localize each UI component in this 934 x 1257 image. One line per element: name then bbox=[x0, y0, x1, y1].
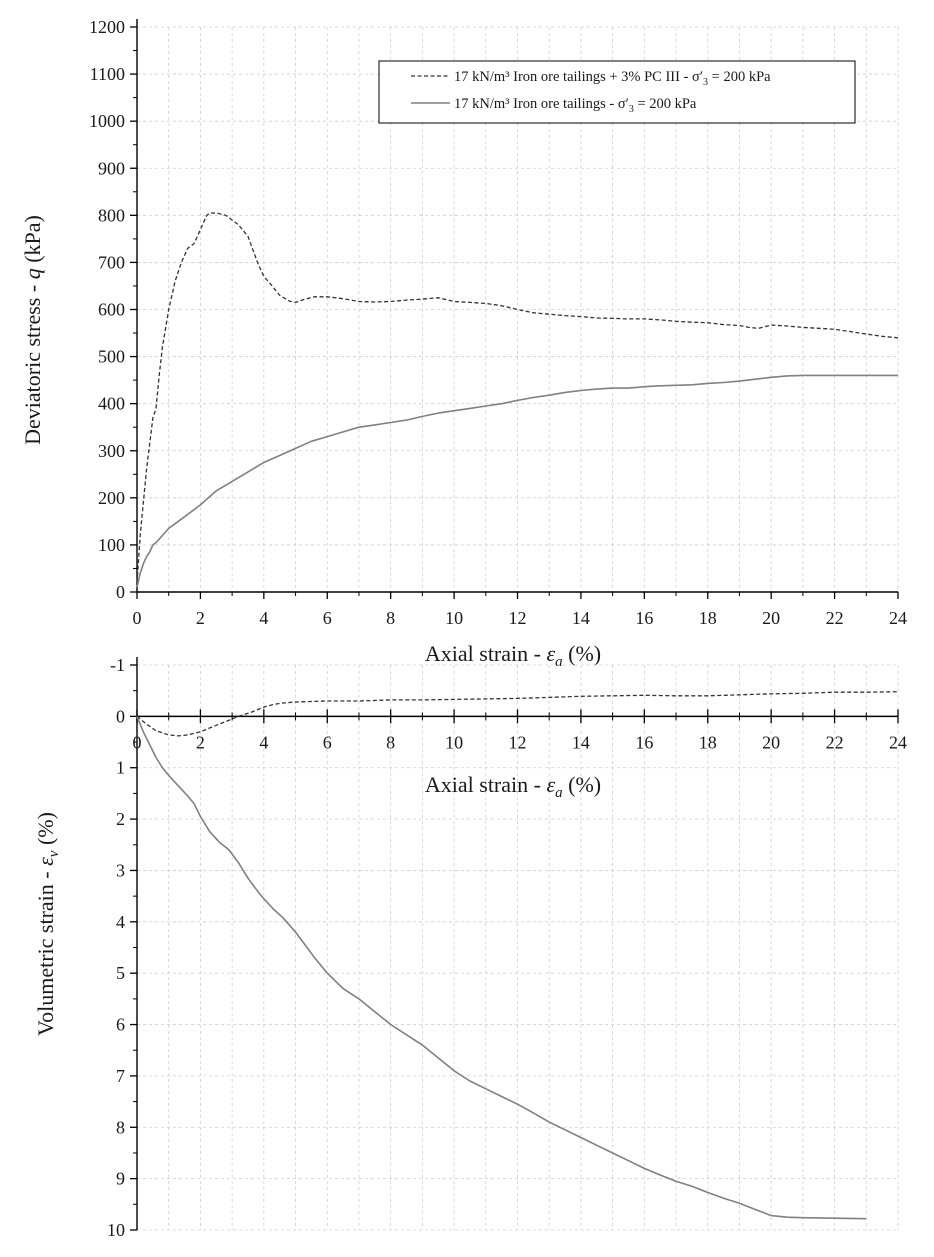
volumetric-x-tick-label: 16 bbox=[635, 732, 653, 752]
volumetric-x-tick-label: 18 bbox=[699, 732, 717, 752]
stress-y-tick-label: 1100 bbox=[90, 64, 125, 84]
stress-y-tick-label: 700 bbox=[98, 252, 125, 272]
stress-tick-labels: 0100200300400500600700800900100011001200… bbox=[89, 17, 907, 628]
stress-y-tick-label: 1200 bbox=[89, 17, 125, 37]
volumetric-y-tick-label: 0 bbox=[116, 706, 125, 726]
stress-x-tick-label: 22 bbox=[826, 608, 844, 628]
stress-x-tick-label: 6 bbox=[323, 608, 332, 628]
volumetric-x-tick-label: 12 bbox=[509, 732, 527, 752]
stress-y-tick-label: 900 bbox=[98, 158, 125, 178]
volumetric-series-tailings-solid bbox=[136, 716, 867, 1220]
stress-x-tick-label: 2 bbox=[196, 608, 205, 628]
stress-x-tick-label: 20 bbox=[762, 608, 780, 628]
volumetric-series bbox=[136, 691, 899, 1220]
stress-series bbox=[136, 212, 899, 588]
stress-y-tick-label: 1000 bbox=[89, 111, 125, 131]
volumetric-x-tick-label: 6 bbox=[323, 732, 332, 752]
stress-x-tick-label: 24 bbox=[889, 608, 907, 628]
stress-y-tick-label: 0 bbox=[116, 582, 125, 602]
legend-entry-tailings: 17 kN/m³ Iron ore tailings - σ′3 = 200 k… bbox=[454, 96, 697, 115]
volumetric-x-tick-label: 20 bbox=[762, 732, 780, 752]
stress-y-tick-label: 200 bbox=[98, 488, 125, 508]
stress-x-tick-label: 8 bbox=[386, 608, 395, 628]
volumetric-y-tick-label: 4 bbox=[116, 912, 125, 932]
stress-axes bbox=[130, 19, 899, 599]
volumetric-y-tick-label: 1 bbox=[116, 758, 125, 778]
volumetric-y-axis-title: Volumetric strain - εv (%) bbox=[33, 812, 62, 1036]
volumetric-axes bbox=[130, 657, 899, 1231]
volumetric-grid bbox=[137, 664, 899, 1231]
stress-y-tick-label: 100 bbox=[98, 535, 125, 555]
volumetric-x-tick-label: 4 bbox=[259, 732, 268, 752]
stress-x-tick-label: 14 bbox=[572, 608, 590, 628]
volumetric-x-tick-label: 0 bbox=[133, 732, 142, 752]
stress-y-tick-label: 800 bbox=[98, 205, 125, 225]
volumetric-x-axis-title: Axial strain - εa (%) bbox=[425, 772, 601, 801]
volumetric-series-cement-dashed bbox=[136, 691, 899, 737]
stress-x-tick-label: 0 bbox=[133, 608, 142, 628]
volumetric-y-tick-label: 8 bbox=[116, 1117, 125, 1137]
volumetric-y-tick-label: 6 bbox=[116, 1015, 125, 1035]
volumetric-x-tick-label: 10 bbox=[445, 732, 463, 752]
volumetric-y-tick-label: 3 bbox=[116, 860, 125, 880]
stress-y-tick-label: 400 bbox=[98, 394, 125, 414]
volumetric-y-tick-label: 5 bbox=[116, 963, 125, 983]
legend: 17 kN/m³ Iron ore tailings + 3% PC III -… bbox=[378, 60, 856, 124]
volumetric-y-tick-label: 9 bbox=[116, 1169, 125, 1189]
stress-grid bbox=[137, 26, 899, 592]
stress-x-tick-label: 12 bbox=[509, 608, 527, 628]
stress-x-axis-title: Axial strain - εa (%) bbox=[425, 641, 601, 670]
stress-x-tick-label: 10 bbox=[445, 608, 463, 628]
stress-series-cement-dashed bbox=[136, 212, 899, 583]
stress-y-tick-label: 600 bbox=[98, 300, 125, 320]
stress-series-tailings-solid bbox=[136, 374, 898, 588]
volumetric-y-tick-label: -1 bbox=[110, 655, 125, 675]
legend-entry-cement: 17 kN/m³ Iron ore tailings + 3% PC III -… bbox=[454, 69, 771, 88]
volumetric-x-tick-label: 14 bbox=[572, 732, 590, 752]
stress-y-tick-label: 500 bbox=[98, 347, 125, 367]
volumetric-y-tick-label: 10 bbox=[107, 1220, 125, 1240]
legend-box bbox=[378, 60, 856, 124]
volumetric-x-tick-label: 2 bbox=[196, 732, 205, 752]
stress-x-tick-label: 4 bbox=[259, 608, 268, 628]
stress-chart: 0100200300400500600700800900100011001200… bbox=[20, 17, 907, 670]
volumetric-x-tick-label: 8 bbox=[386, 732, 395, 752]
volumetric-y-tick-label: 2 bbox=[116, 809, 125, 829]
volumetric-y-tick-label: 7 bbox=[116, 1066, 125, 1086]
stress-y-tick-label: 300 bbox=[98, 441, 125, 461]
volumetric-x-tick-label: 24 bbox=[889, 732, 907, 752]
volumetric-x-tick-label: 22 bbox=[826, 732, 844, 752]
stress-x-tick-label: 16 bbox=[635, 608, 653, 628]
stress-x-tick-label: 18 bbox=[699, 608, 717, 628]
stress-y-axis-title: Deviatoric stress - q (kPa) bbox=[20, 215, 45, 445]
